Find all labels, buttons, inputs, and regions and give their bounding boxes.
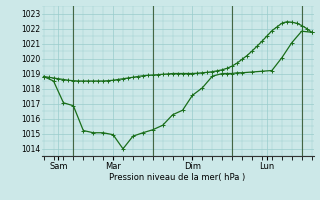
X-axis label: Pression niveau de la mer( hPa ): Pression niveau de la mer( hPa ): [109, 173, 246, 182]
